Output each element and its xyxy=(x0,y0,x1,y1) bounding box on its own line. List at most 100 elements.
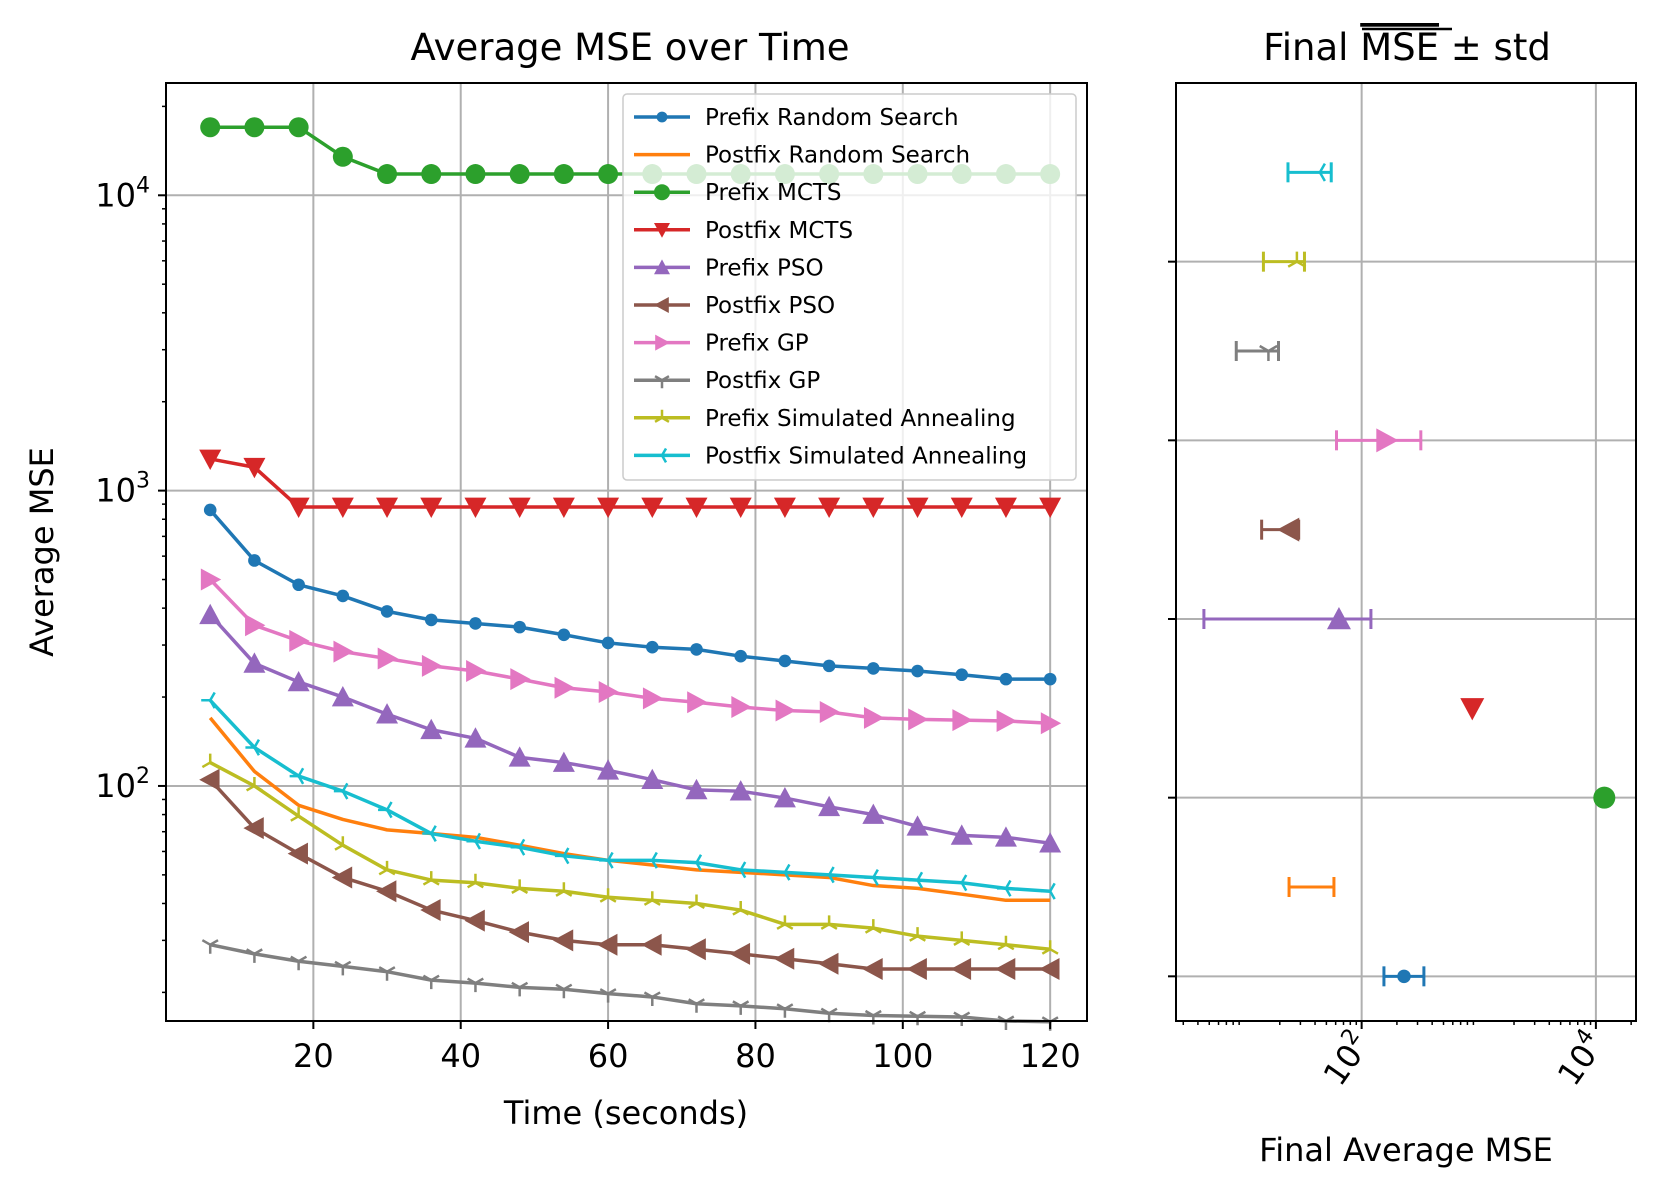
data-point xyxy=(955,668,969,682)
errorbar-chart-title: Final MSE ± std xyxy=(1263,26,1551,69)
data-point xyxy=(599,888,617,903)
data-point xyxy=(775,699,796,722)
legend-label: Prefix GP xyxy=(705,331,809,357)
data-point xyxy=(555,983,573,999)
data-point xyxy=(952,709,973,732)
errorbar-marker xyxy=(1376,428,1399,453)
errorbar-prefix-gp xyxy=(1335,428,1423,453)
data-point xyxy=(378,801,393,819)
data-point xyxy=(420,718,443,740)
data-point xyxy=(199,449,222,470)
legend-swatch-marker xyxy=(654,297,669,313)
data-point xyxy=(287,497,310,519)
series-prefix-gp xyxy=(200,568,1062,735)
errorbar-postfix-random-search xyxy=(1287,877,1336,897)
errorbar-marker xyxy=(1259,344,1278,361)
data-point xyxy=(380,605,394,618)
data-point xyxy=(422,825,437,842)
errorbar-marker xyxy=(1287,251,1307,268)
legend-item: Postfix Simulated Annealing xyxy=(634,443,1027,469)
series-line xyxy=(209,457,1051,509)
data-point xyxy=(862,803,885,824)
series-line xyxy=(209,943,1051,1024)
data-point xyxy=(420,899,441,922)
legend-label: Prefix MCTS xyxy=(705,180,842,206)
line-chart-ytick-label: 103 xyxy=(95,469,150,510)
legend-swatch-marker xyxy=(654,409,670,423)
data-point xyxy=(864,868,879,886)
data-point xyxy=(911,664,924,678)
data-point xyxy=(732,901,750,916)
legend-swatch-marker xyxy=(654,223,670,238)
errorbar-marker xyxy=(1460,698,1485,721)
series-postfix-gp xyxy=(201,939,1059,1031)
data-point xyxy=(332,146,353,167)
data-point xyxy=(288,117,309,138)
data-point xyxy=(334,960,352,976)
errorbar-marker xyxy=(1397,969,1411,984)
data-point xyxy=(906,815,929,836)
series-prefix-simulated-annealing xyxy=(201,753,1059,955)
legend-swatch-marker xyxy=(654,259,670,275)
data-point xyxy=(467,873,484,889)
line-chart-xlabel: Time (seconds) xyxy=(503,1094,748,1132)
data-point xyxy=(508,746,531,767)
data-point xyxy=(952,874,968,892)
data-point xyxy=(776,915,794,930)
data-point xyxy=(818,497,841,519)
data-point xyxy=(201,753,219,769)
data-point xyxy=(424,613,438,627)
data-point xyxy=(511,879,529,894)
series-prefix-random-search xyxy=(203,503,1057,686)
data-point xyxy=(732,1000,750,1015)
errorbar-prefix-simulated-annealing xyxy=(1261,251,1307,272)
xtick-base: 10 xyxy=(1316,1037,1370,1092)
data-point xyxy=(999,672,1013,686)
legend-label: Prefix PSO xyxy=(705,255,824,281)
errorbar-prefix-mcts xyxy=(1593,786,1616,809)
legend-swatch-marker xyxy=(655,334,670,351)
data-point xyxy=(376,703,399,724)
data-point xyxy=(642,687,664,710)
data-point xyxy=(555,882,573,897)
data-point xyxy=(599,851,614,869)
series-postfix-pso xyxy=(199,768,1060,980)
data-point xyxy=(200,117,221,138)
errorbar-marker xyxy=(1593,786,1616,809)
data-point xyxy=(820,915,838,930)
data-point xyxy=(331,686,354,707)
data-point xyxy=(601,636,615,650)
legend-item: Prefix GP xyxy=(634,331,809,357)
data-point xyxy=(1041,882,1056,900)
line-chart-xtick-label: 20 xyxy=(293,1037,334,1075)
data-point xyxy=(554,676,575,699)
data-point xyxy=(464,909,485,932)
data-point xyxy=(376,497,399,519)
line-chart-panel: Average MSE over Time 20 40 60 80 100 1201021… xyxy=(23,26,1088,1132)
line-chart-ytick-label: 104 xyxy=(95,173,150,214)
data-point xyxy=(203,503,217,517)
data-point xyxy=(597,933,618,956)
data-point xyxy=(1039,957,1060,980)
legend-label: Postfix MCTS xyxy=(705,218,853,244)
data-point xyxy=(553,164,574,185)
legend-swatch-marker xyxy=(654,447,668,463)
data-point xyxy=(552,497,575,519)
data-point xyxy=(465,164,486,185)
ytick-base: 10 xyxy=(95,767,136,805)
legend-label: Postfix PSO xyxy=(705,293,835,319)
errorbar-postfix-mcts xyxy=(1460,698,1485,721)
data-point xyxy=(1041,940,1059,955)
legend-label: Postfix GP xyxy=(705,368,820,394)
data-point xyxy=(688,998,705,1013)
data-point xyxy=(378,860,396,876)
legend-items: Prefix Random Search Postfix Random Searc… xyxy=(634,105,1027,469)
series-postfix-mcts xyxy=(199,449,1062,519)
data-point xyxy=(867,662,880,675)
data-point xyxy=(729,497,752,519)
errorbar-marker xyxy=(1309,163,1326,182)
data-point xyxy=(331,866,353,889)
data-point xyxy=(248,554,261,567)
legend-label: Postfix Random Search xyxy=(705,143,970,169)
